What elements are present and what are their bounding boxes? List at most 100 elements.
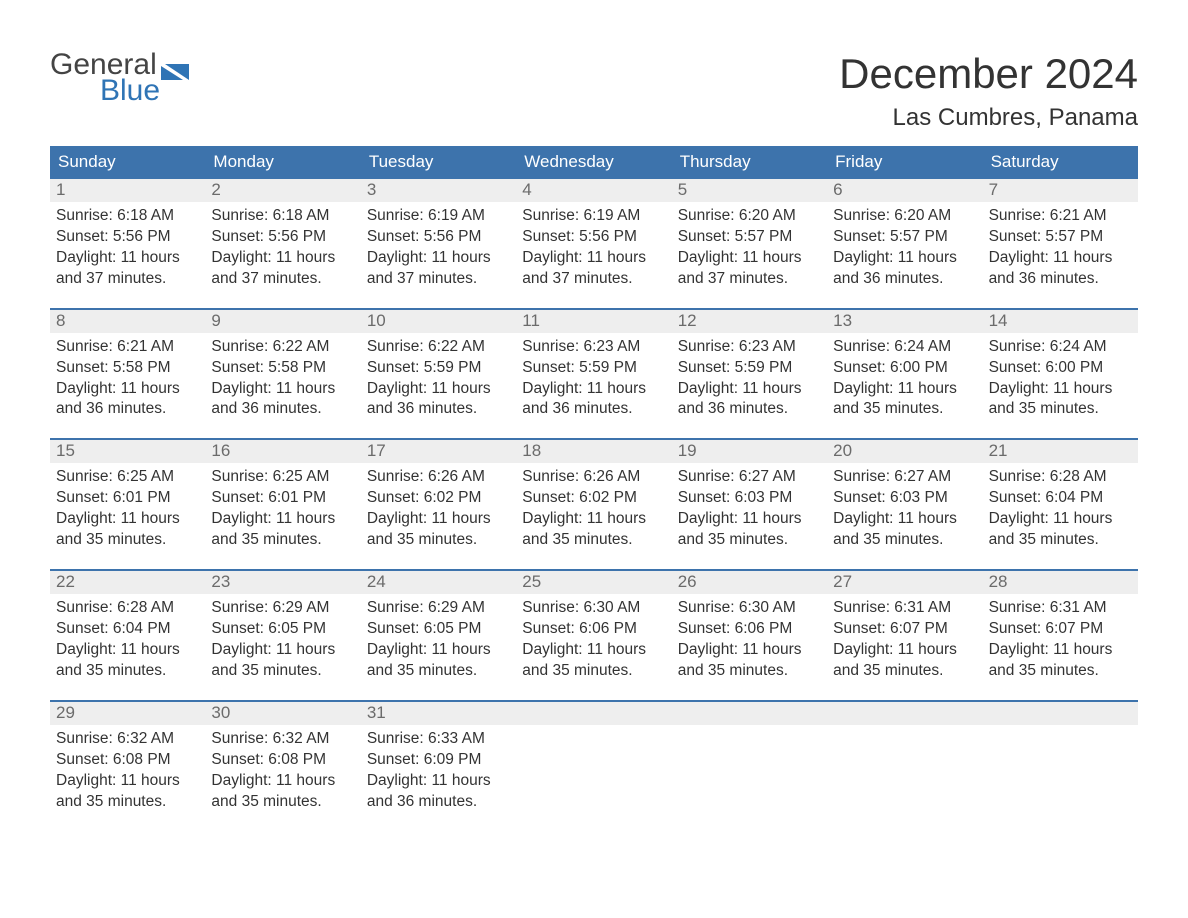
calendar-cell: 18 Sunrise: 6:26 AMSunset: 6:02 PMDayligh…	[516, 440, 671, 551]
day-body: Sunrise: 6:27 AMSunset: 6:03 PMDaylight:…	[672, 463, 827, 551]
day-body: Sunrise: 6:22 AMSunset: 5:58 PMDaylight:…	[205, 333, 360, 421]
calendar-cell: 29Sunrise: 6:32 AMSunset: 6:08 PMDayligh…	[50, 702, 205, 813]
day-number: 17	[361, 440, 516, 463]
day-number: 3	[361, 179, 516, 202]
day-sunset: Sunset: 5:58 PM	[211, 358, 354, 379]
day-body: Sunrise: 6:29 AMSunset: 6:05 PMDaylight:…	[361, 594, 516, 682]
day-sunset: Sunset: 6:07 PM	[989, 619, 1132, 640]
calendar-cell: 19Sunrise: 6:27 AMSunset: 6:03 PMDayligh…	[672, 440, 827, 551]
day-d1: Daylight: 11 hours	[211, 379, 354, 400]
day-d1: Daylight: 11 hours	[56, 771, 199, 792]
day-body: Sunrise: 6:33 AMSunset: 6:09 PMDaylight:…	[361, 725, 516, 813]
day-number: 9	[205, 310, 360, 333]
day-sunset: Sunset: 6:02 PM	[522, 488, 665, 509]
day-number-empty	[516, 702, 671, 725]
weekday-header-row: Sunday Monday Tuesday Wednesday Thursday…	[50, 146, 1138, 179]
day-d2: and 37 minutes.	[56, 269, 199, 290]
header-row: General Blue December 2024 Las Cumbres, …	[50, 50, 1138, 132]
day-d1: Daylight: 11 hours	[211, 640, 354, 661]
day-d1: Daylight: 11 hours	[989, 509, 1132, 530]
weekday-header: Friday	[827, 146, 982, 179]
day-d1: Daylight: 11 hours	[522, 509, 665, 530]
day-sunrise: Sunrise: 6:18 AM	[56, 206, 199, 227]
title-block: December 2024 Las Cumbres, Panama	[839, 50, 1138, 132]
day-body: Sunrise: 6:21 AMSunset: 5:57 PMDaylight:…	[983, 202, 1138, 290]
day-d1: Daylight: 11 hours	[989, 248, 1132, 269]
calendar-cell: 11Sunrise: 6:23 AMSunset: 5:59 PMDayligh…	[516, 310, 671, 421]
day-body: Sunrise: 6:20 AMSunset: 5:57 PMDaylight:…	[672, 202, 827, 290]
day-body: Sunrise: 6:21 AMSunset: 5:58 PMDaylight:…	[50, 333, 205, 421]
calendar-cell: 10Sunrise: 6:22 AMSunset: 5:59 PMDayligh…	[361, 310, 516, 421]
day-d2: and 35 minutes.	[367, 530, 510, 551]
day-d1: Daylight: 11 hours	[56, 379, 199, 400]
day-d1: Daylight: 11 hours	[211, 509, 354, 530]
day-d1: Daylight: 11 hours	[678, 509, 821, 530]
day-sunset: Sunset: 6:06 PM	[522, 619, 665, 640]
day-sunset: Sunset: 6:03 PM	[678, 488, 821, 509]
day-sunrise: Sunrise: 6:32 AM	[211, 729, 354, 750]
day-sunset: Sunset: 5:57 PM	[989, 227, 1132, 248]
day-sunrise: Sunrise: 6:31 AM	[989, 598, 1132, 619]
day-number-empty	[827, 702, 982, 725]
day-body: Sunrise: 6:18 AMSunset: 5:56 PMDaylight:…	[50, 202, 205, 290]
day-body: Sunrise: 6:29 AMSunset: 6:05 PMDaylight:…	[205, 594, 360, 682]
day-d2: and 36 minutes.	[56, 399, 199, 420]
day-d2: and 35 minutes.	[211, 530, 354, 551]
calendar-cell: 4Sunrise: 6:19 AMSunset: 5:56 PMDaylight…	[516, 179, 671, 290]
day-number: 24	[361, 571, 516, 594]
day-body: Sunrise: 6:30 AMSunset: 6:06 PMDaylight:…	[672, 594, 827, 682]
day-d2: and 35 minutes.	[989, 399, 1132, 420]
day-d2: and 35 minutes.	[522, 530, 665, 551]
day-sunrise: Sunrise: 6:27 AM	[833, 467, 976, 488]
day-sunset: Sunset: 6:05 PM	[367, 619, 510, 640]
calendar-cell: 27Sunrise: 6:31 AMSunset: 6:07 PMDayligh…	[827, 571, 982, 682]
calendar-cell: 31Sunrise: 6:33 AMSunset: 6:09 PMDayligh…	[361, 702, 516, 813]
calendar-cell: 20Sunrise: 6:27 AMSunset: 6:03 PMDayligh…	[827, 440, 982, 551]
day-body: Sunrise: 6:19 AMSunset: 5:56 PMDaylight:…	[516, 202, 671, 290]
day-sunset: Sunset: 6:00 PM	[833, 358, 976, 379]
day-sunset: Sunset: 6:08 PM	[56, 750, 199, 771]
day-sunrise: Sunrise: 6:24 AM	[833, 337, 976, 358]
day-d1: Daylight: 11 hours	[989, 640, 1132, 661]
day-number: 15	[50, 440, 205, 463]
day-sunset: Sunset: 5:58 PM	[56, 358, 199, 379]
day-number: 13	[827, 310, 982, 333]
day-sunset: Sunset: 5:56 PM	[56, 227, 199, 248]
logo-word-blue: Blue	[50, 76, 189, 106]
calendar-cell: 8Sunrise: 6:21 AMSunset: 5:58 PMDaylight…	[50, 310, 205, 421]
day-sunrise: Sunrise: 6:26 AM	[522, 467, 665, 488]
day-sunset: Sunset: 5:59 PM	[522, 358, 665, 379]
day-number: 28	[983, 571, 1138, 594]
calendar-cell: 13 Sunrise: 6:24 AMSunset: 6:00 PMDayligh…	[827, 310, 982, 421]
brand-logo: General Blue	[50, 50, 189, 106]
calendar-cell	[983, 702, 1138, 813]
day-d2: and 37 minutes.	[678, 269, 821, 290]
day-sunset: Sunset: 6:02 PM	[367, 488, 510, 509]
day-sunset: Sunset: 5:59 PM	[678, 358, 821, 379]
day-number: 11	[516, 310, 671, 333]
day-number: 22	[50, 571, 205, 594]
day-body: Sunrise: 6:28 AMSunset: 6:04 PMDaylight:…	[50, 594, 205, 682]
day-sunrise: Sunrise: 6:30 AM	[678, 598, 821, 619]
day-sunset: Sunset: 6:03 PM	[833, 488, 976, 509]
day-d2: and 36 minutes.	[367, 399, 510, 420]
calendar-week: 1Sunrise: 6:18 AMSunset: 5:56 PMDaylight…	[50, 179, 1138, 290]
day-body: Sunrise: 6:32 AMSunset: 6:08 PMDaylight:…	[50, 725, 205, 813]
day-body: Sunrise: 6:24 AMSunset: 6:00 PMDaylight:…	[983, 333, 1138, 421]
day-d1: Daylight: 11 hours	[367, 640, 510, 661]
day-sunset: Sunset: 6:01 PM	[211, 488, 354, 509]
day-number: 18	[516, 440, 671, 463]
day-number: 7	[983, 179, 1138, 202]
calendar-cell: 1Sunrise: 6:18 AMSunset: 5:56 PMDaylight…	[50, 179, 205, 290]
day-body: Sunrise: 6:30 AMSunset: 6:06 PMDaylight:…	[516, 594, 671, 682]
day-d1: Daylight: 11 hours	[833, 640, 976, 661]
day-d1: Daylight: 11 hours	[833, 509, 976, 530]
calendar-cell: 28 Sunrise: 6:31 AMSunset: 6:07 PMDayligh…	[983, 571, 1138, 682]
day-d1: Daylight: 11 hours	[678, 248, 821, 269]
day-d1: Daylight: 11 hours	[833, 379, 976, 400]
day-d1: Daylight: 11 hours	[367, 509, 510, 530]
day-sunrise: Sunrise: 6:33 AM	[367, 729, 510, 750]
day-d2: and 36 minutes.	[367, 792, 510, 813]
day-d1: Daylight: 11 hours	[367, 248, 510, 269]
calendar-cell: 17Sunrise: 6:26 AMSunset: 6:02 PMDayligh…	[361, 440, 516, 551]
